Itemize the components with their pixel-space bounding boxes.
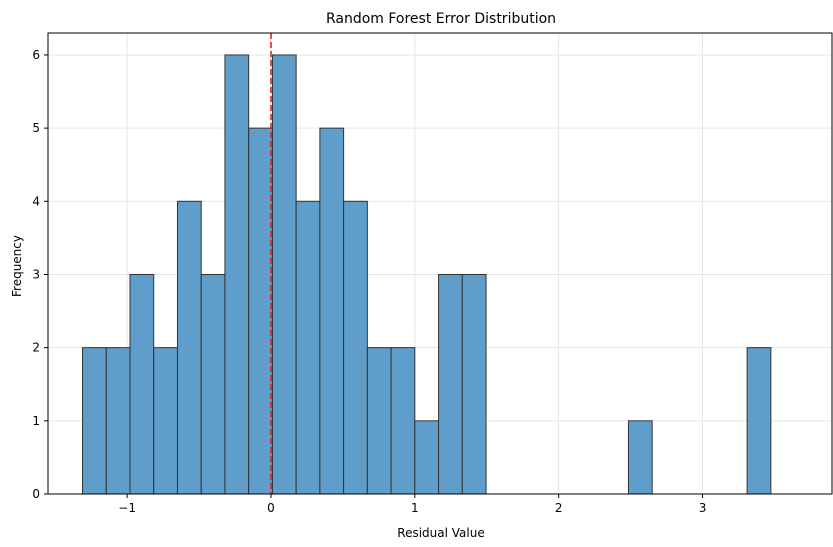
x-tick-label: 3 [699, 501, 707, 515]
histogram-bar [414, 420, 440, 495]
y-tick-label: 0 [32, 487, 40, 501]
histogram-bar [438, 273, 463, 495]
y-tick-label: 1 [32, 414, 40, 428]
histogram-bar [319, 127, 345, 495]
histogram-bar [224, 54, 250, 495]
y-axis-label: Frequency [10, 235, 24, 297]
histogram-bar [271, 54, 297, 495]
y-tick-label: 4 [32, 194, 40, 208]
histogram-bar [390, 347, 416, 495]
plot-frame [47, 32, 833, 495]
histogram-bar [82, 347, 107, 495]
histogram-bar [105, 347, 131, 495]
histogram-bar [200, 273, 226, 495]
bars [82, 54, 772, 495]
histogram-bar [176, 200, 202, 495]
y-axis-ticks: 0 1 2 3 4 5 6 [32, 48, 48, 501]
histogram-bar [627, 420, 653, 495]
histogram-bar [153, 347, 178, 495]
histogram-bar [366, 347, 392, 495]
histogram-bar [746, 347, 772, 495]
x-tick-label: 0 [267, 501, 275, 515]
y-tick-label: 6 [32, 48, 40, 62]
chart-title: Random Forest Error Distribution [326, 11, 556, 27]
y-tick-label: 3 [32, 267, 40, 281]
histogram-bar [343, 200, 368, 495]
x-tick-label: 2 [555, 501, 563, 515]
y-tick-label: 2 [32, 341, 40, 355]
x-tick-label: −1 [118, 501, 136, 515]
histogram-bar [295, 200, 321, 495]
y-tick-label: 5 [32, 121, 40, 135]
histogram-bar [461, 273, 487, 495]
histogram-bar [248, 127, 273, 495]
x-tick-label: 1 [411, 501, 419, 515]
x-axis-label: Residual Value [397, 526, 484, 540]
histogram-bar [129, 273, 155, 495]
x-axis-ticks: −1 0 1 2 3 [118, 494, 706, 515]
